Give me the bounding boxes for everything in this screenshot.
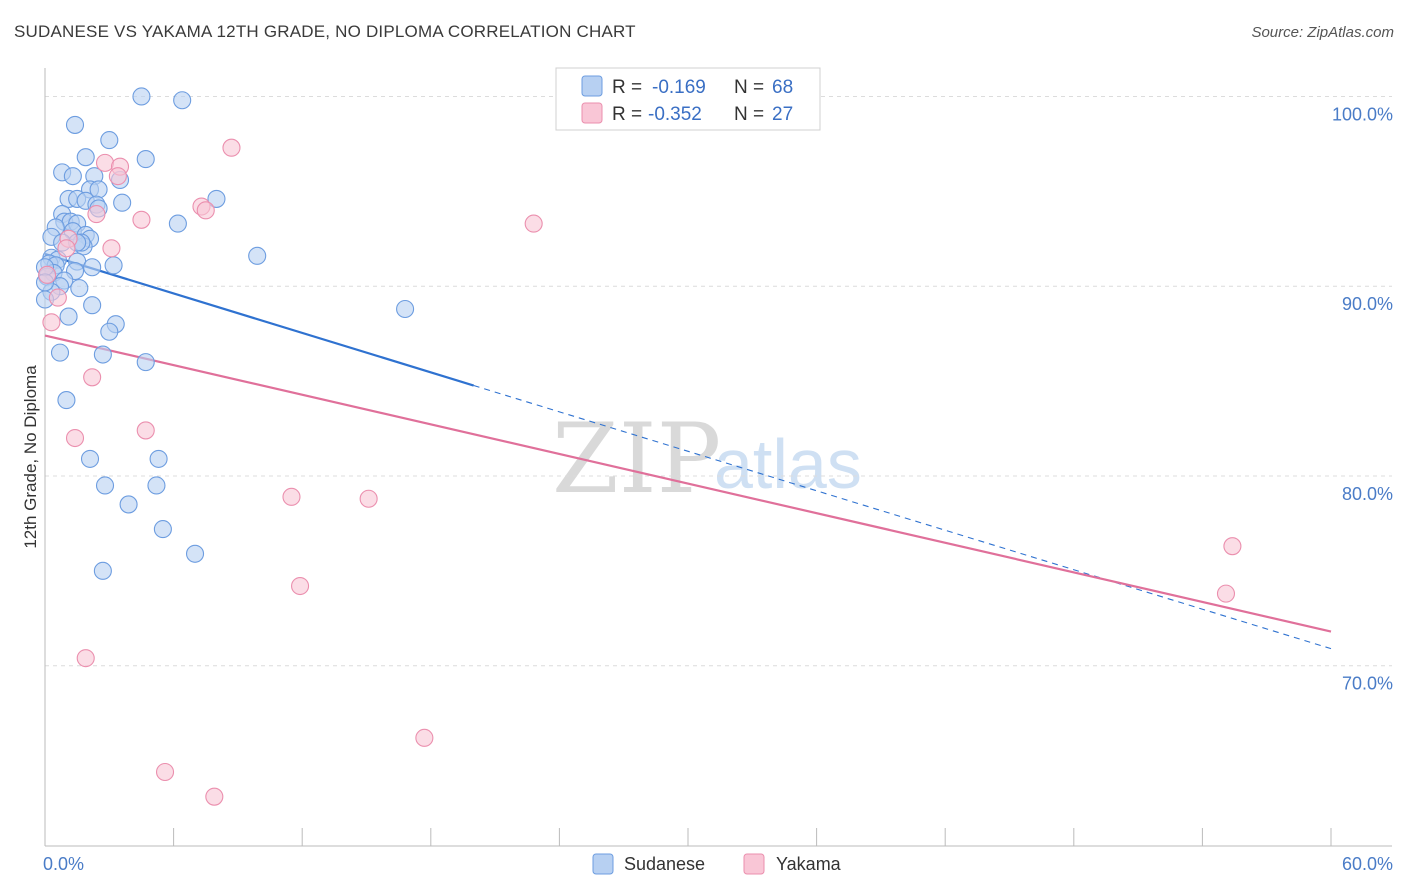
legend: R = -0.169 N = 68 R = -0.352 N = 27 bbox=[555, 67, 821, 131]
sudanese-point bbox=[93, 345, 112, 364]
axes bbox=[44, 68, 1392, 847]
yakama-point bbox=[196, 201, 215, 220]
sudanese-point bbox=[149, 449, 168, 468]
source-label: Source: ZipAtlas.com bbox=[1251, 24, 1394, 41]
sudanese-point bbox=[136, 353, 155, 372]
chart-title: SUDANESE VS YAKAMA 12TH GRADE, NO DIPLOM… bbox=[14, 22, 636, 41]
watermark-atlas: atlas bbox=[714, 425, 862, 503]
sudanese-point bbox=[93, 561, 112, 580]
y-tick-label: 100.0% bbox=[1332, 104, 1393, 124]
yakama-point bbox=[76, 649, 95, 668]
legend-r-label-yakama: R = bbox=[612, 104, 642, 125]
sudanese-point bbox=[147, 476, 166, 495]
yakama-point bbox=[83, 368, 102, 387]
sudanese-trend-line-extension bbox=[473, 384, 1332, 650]
sudanese-point bbox=[248, 246, 267, 265]
sudanese-point bbox=[132, 87, 151, 106]
x-tick-label: 60.0% bbox=[1342, 854, 1393, 874]
bottom-legend-swatch-yakama bbox=[743, 853, 765, 875]
x-tick-label: 0.0% bbox=[43, 854, 84, 874]
legend-swatch-yakama bbox=[581, 102, 603, 124]
legend-n-label-sudanese: N = bbox=[734, 77, 764, 98]
sudanese-point bbox=[63, 167, 82, 186]
yakama-point bbox=[102, 239, 121, 258]
sudanese-point bbox=[57, 391, 76, 410]
y-tick-label: 90.0% bbox=[1342, 294, 1393, 314]
legend-r-label-sudanese: R = bbox=[612, 77, 642, 98]
yakama-point bbox=[359, 489, 378, 508]
legend-r-value-sudanese: -0.169 bbox=[652, 77, 706, 98]
sudanese-point bbox=[83, 296, 102, 315]
yakama-point bbox=[38, 265, 57, 284]
yakama-point bbox=[1216, 584, 1236, 603]
sudanese-point bbox=[185, 544, 205, 563]
bottom-legend-label-sudanese: Sudanese bbox=[624, 854, 705, 874]
sudanese-point bbox=[76, 148, 95, 167]
sudanese-trend-line bbox=[44, 252, 474, 387]
yakama-point bbox=[222, 138, 241, 157]
yakama-point bbox=[132, 210, 151, 229]
sudanese-point bbox=[95, 476, 115, 495]
sudanese-point bbox=[168, 214, 187, 233]
sudanese-point bbox=[65, 115, 85, 134]
sudanese-point bbox=[100, 322, 119, 341]
sudanese-point bbox=[173, 91, 192, 110]
sudanese-point bbox=[59, 307, 78, 326]
legend-r-value-yakama: -0.352 bbox=[648, 104, 702, 125]
y-axis-label: 12th Grade, No Diploma bbox=[21, 365, 40, 549]
tick-labels: 100.0% 90.0% 80.0% 70.0% 0.0% 60.0% bbox=[43, 104, 1393, 874]
bottom-legend-swatch-sudanese bbox=[592, 853, 614, 875]
sudanese-point bbox=[104, 256, 123, 275]
yakama-point bbox=[48, 288, 67, 307]
yakama-point bbox=[42, 313, 61, 332]
data-points bbox=[35, 87, 1242, 806]
yakama-point bbox=[87, 205, 106, 224]
sudanese-point bbox=[396, 299, 415, 319]
trend-lines bbox=[44, 252, 1332, 650]
bottom-legend: Sudanese Yakama bbox=[592, 853, 842, 875]
yakama-point bbox=[95, 153, 115, 172]
yakama-trend-line bbox=[44, 334, 1332, 633]
legend-n-value-yakama: 27 bbox=[772, 104, 793, 125]
yakama-point bbox=[291, 576, 310, 596]
legend-n-label-yakama: N = bbox=[734, 104, 764, 125]
y-tick-label: 80.0% bbox=[1342, 484, 1393, 504]
yakama-point bbox=[108, 167, 127, 186]
y-tick-label: 70.0% bbox=[1342, 674, 1393, 694]
sudanese-point bbox=[136, 150, 155, 169]
yakama-point bbox=[205, 787, 224, 806]
yakama-point bbox=[524, 214, 543, 233]
yakama-point bbox=[65, 428, 85, 448]
yakama-point bbox=[1223, 537, 1242, 556]
legend-swatch-sudanese bbox=[581, 75, 603, 97]
yakama-point bbox=[57, 239, 76, 258]
bottom-legend-label-yakama: Yakama bbox=[776, 854, 842, 874]
yakama-point bbox=[415, 728, 434, 747]
sudanese-point bbox=[207, 189, 226, 208]
sudanese-point bbox=[50, 343, 70, 362]
sudanese-point bbox=[119, 495, 138, 514]
sudanese-point bbox=[83, 258, 102, 277]
yakama-point bbox=[155, 762, 175, 782]
sudanese-point bbox=[153, 520, 172, 539]
sudanese-point bbox=[113, 193, 132, 212]
sudanese-point bbox=[80, 449, 100, 468]
yakama-point bbox=[282, 487, 301, 506]
sudanese-point bbox=[100, 131, 119, 150]
yakama-point bbox=[136, 421, 155, 440]
sudanese-point bbox=[70, 279, 89, 298]
legend-n-value-sudanese: 68 bbox=[772, 77, 793, 98]
